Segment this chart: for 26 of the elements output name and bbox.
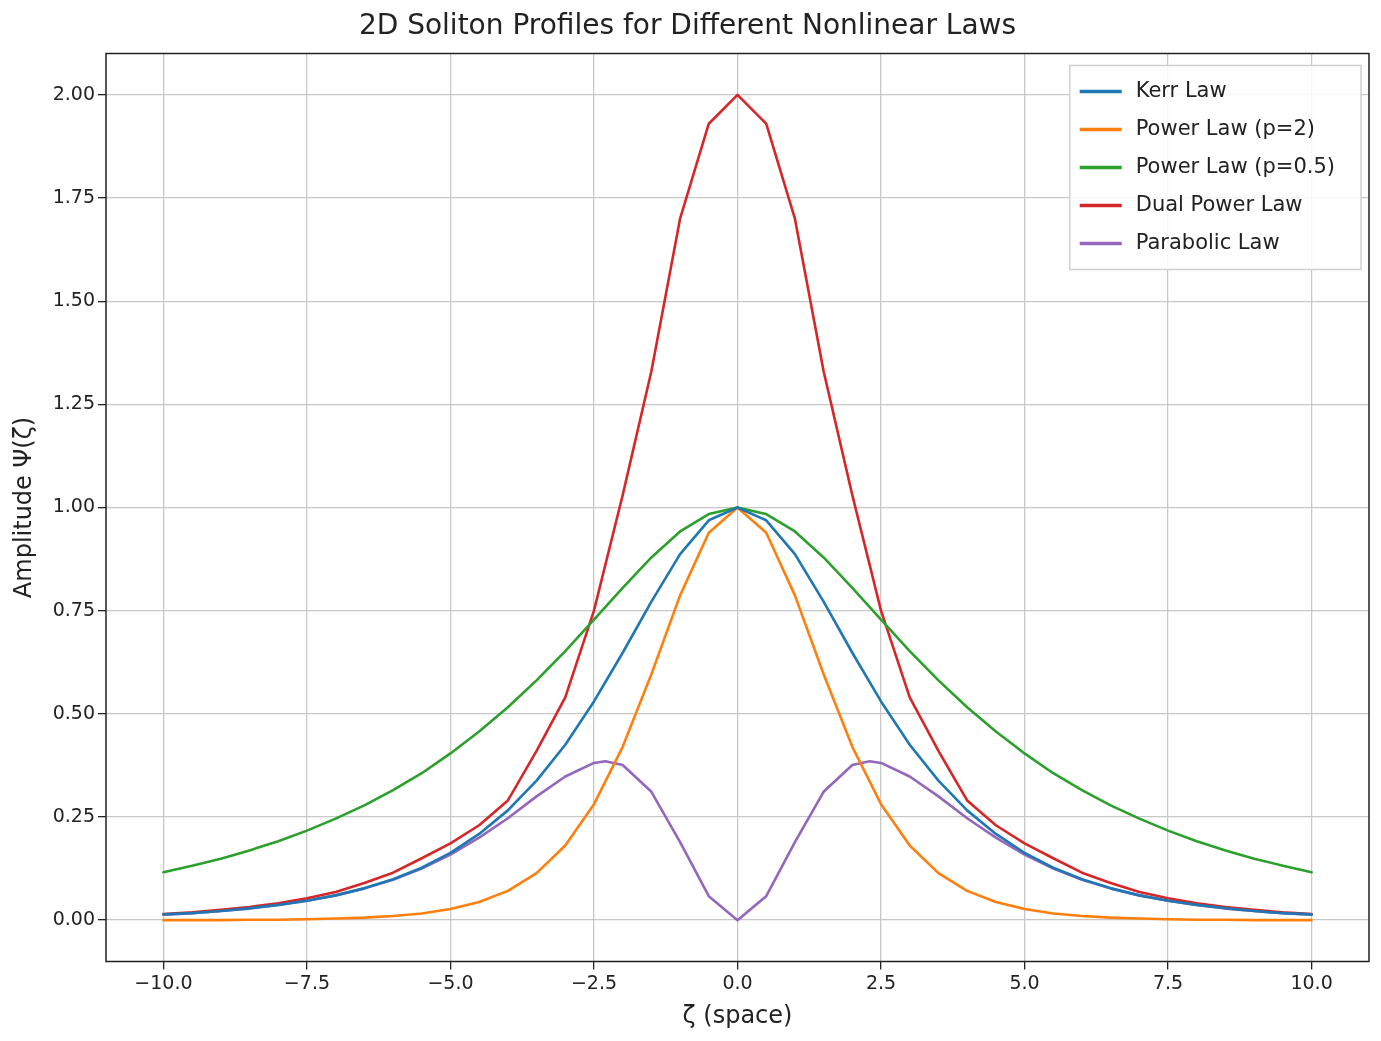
- y-tick-label: 1.75: [52, 184, 95, 207]
- x-tick-label: 7.5: [1152, 970, 1184, 993]
- y-tick-label: 0.25: [52, 803, 95, 826]
- x-tick-label: 2.5: [865, 970, 897, 993]
- x-tick-label: 5.0: [1009, 970, 1040, 993]
- x-tick-label: −5.0: [427, 970, 474, 993]
- y-tick-label: 0.50: [52, 700, 95, 723]
- x-tick-label: −7.5: [283, 970, 330, 993]
- legend-label: Power Law (p=2): [1135, 116, 1315, 141]
- x-tick-label: −2.5: [570, 970, 618, 993]
- chart-title: 2D Soliton Profiles for Different Nonlinear Laws: [358, 8, 1017, 42]
- x-tick-label: −10.0: [134, 970, 193, 993]
- x-tick-label: 0.0: [722, 970, 753, 993]
- y-tick-label: 0.00: [52, 907, 95, 930]
- x-tick-label: 10.0: [1290, 970, 1333, 993]
- legend-label: Dual Power Law: [1135, 192, 1303, 217]
- y-tick-label: 1.00: [52, 494, 95, 517]
- legend-label: Kerr Law: [1135, 78, 1227, 103]
- legend-label: Power Law (p=0.5): [1135, 154, 1335, 179]
- legend-label: Parabolic Law: [1135, 230, 1280, 255]
- x-axis-title: ζ (space): [682, 1000, 793, 1029]
- y-tick-label: 1.50: [52, 288, 95, 311]
- y-axis-title: Amplitude Ψ(ζ): [8, 416, 37, 599]
- y-tick-label: 2.00: [52, 81, 95, 104]
- y-tick-label: 1.25: [52, 391, 95, 414]
- y-tick-label: 0.75: [52, 597, 95, 620]
